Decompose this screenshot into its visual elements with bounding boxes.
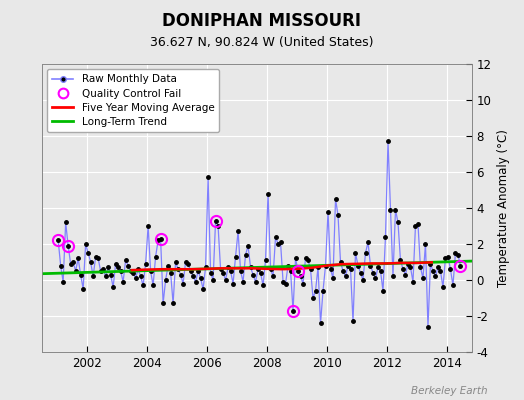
Text: 36.627 N, 90.824 W (United States): 36.627 N, 90.824 W (United States) (150, 36, 374, 49)
Legend: Raw Monthly Data, Quality Control Fail, Five Year Moving Average, Long-Term Tren: Raw Monthly Data, Quality Control Fail, … (47, 69, 220, 132)
Text: Berkeley Earth: Berkeley Earth (411, 386, 487, 396)
Text: DONIPHAN MISSOURI: DONIPHAN MISSOURI (162, 12, 362, 30)
Y-axis label: Temperature Anomaly (°C): Temperature Anomaly (°C) (497, 129, 510, 287)
